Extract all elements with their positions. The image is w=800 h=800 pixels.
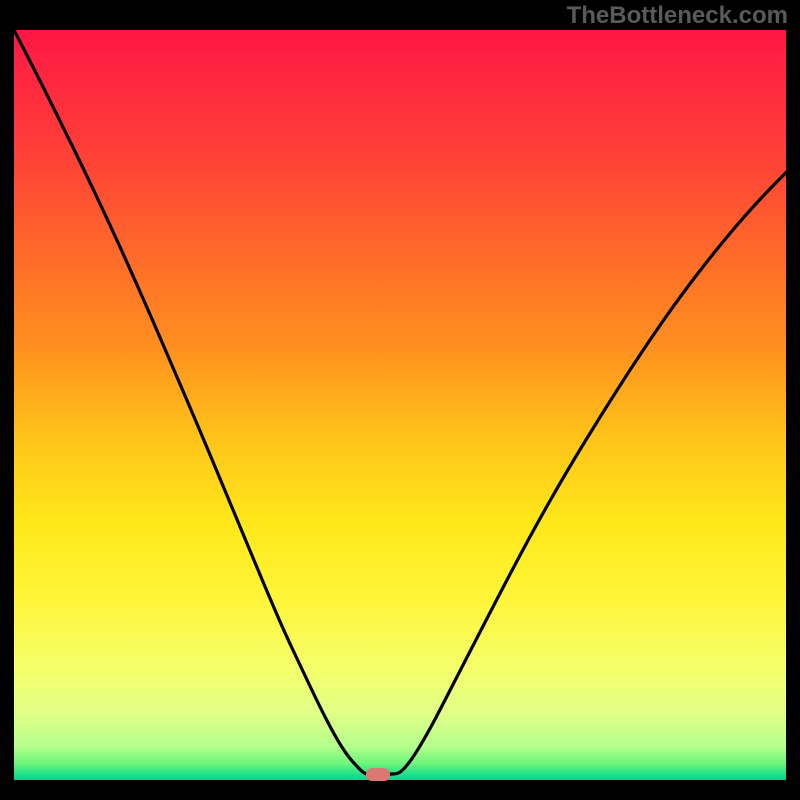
bottleneck-curve [14, 30, 786, 774]
watermark-text: TheBottleneck.com [567, 2, 788, 30]
chart-container: TheBottleneck.com [0, 0, 800, 800]
curve-layer [0, 0, 800, 800]
minimum-marker [366, 768, 390, 781]
